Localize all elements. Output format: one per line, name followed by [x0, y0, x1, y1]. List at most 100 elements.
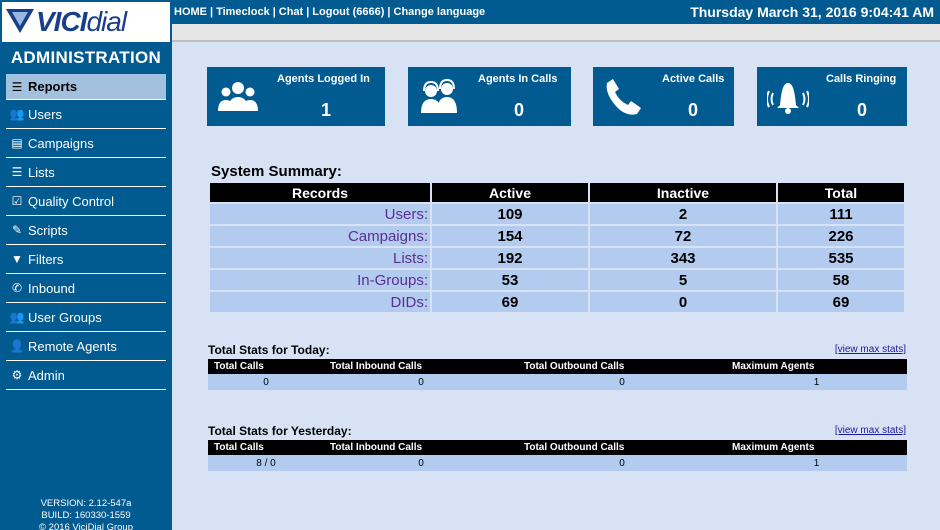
- table-row: Users: 109 2 111: [210, 204, 904, 226]
- sidebar-item-label: Inbound: [28, 280, 75, 296]
- nav-logout-link[interactable]: Logout (6666): [312, 6, 385, 18]
- column-header: Total Calls: [208, 359, 324, 374]
- quality-control-icon: ☑: [11, 194, 23, 208]
- summary-link-lists[interactable]: Lists:: [210, 248, 430, 270]
- nav-timeclock-link[interactable]: Timeclock: [216, 6, 270, 18]
- column-header: Total: [778, 183, 904, 204]
- card-active-calls[interactable]: Active Calls 0: [593, 67, 734, 126]
- inbound-icon: ✆: [11, 281, 23, 295]
- card-label: Calls Ringing: [826, 73, 897, 85]
- table-header-row: Total Calls Total Inbound Calls Total Ou…: [208, 359, 907, 374]
- table-row: 8 / 0 0 0 1: [208, 455, 907, 471]
- sidebar-item-label: Scripts: [28, 222, 68, 238]
- card-value: 1: [321, 100, 332, 120]
- sidebar-item-admin[interactable]: ⚙ Admin: [6, 361, 166, 390]
- nav-change-language-link[interactable]: Change language: [393, 6, 486, 18]
- logo-v-mark-icon: [6, 9, 34, 35]
- cell-value: 8 / 0: [208, 455, 324, 471]
- sidebar-item-scripts[interactable]: ✎ Scripts: [6, 216, 166, 245]
- table-row: DIDs: 69 0 69: [210, 292, 904, 314]
- sidebar-item-user-groups[interactable]: 👥 User Groups: [6, 303, 166, 332]
- cell-value: 5: [590, 270, 776, 292]
- yesterday-stats-table: Total Calls Total Inbound Calls Total Ou…: [208, 440, 907, 471]
- cell-value: 1: [726, 455, 907, 471]
- card-label: Agents In Calls: [478, 73, 558, 85]
- summary-link-dids[interactable]: DIDs:: [210, 292, 430, 314]
- cell-value: 0: [518, 455, 726, 471]
- cell-value: 53: [432, 270, 588, 292]
- card-label: Active Calls: [662, 73, 725, 85]
- column-header: Records: [210, 183, 430, 204]
- top-nav-bar: HOME | Timeclock | Chat | Logout (6666) | Ch…: [172, 0, 940, 24]
- today-view-max-stats-link[interactable]: [view max stats]: [834, 344, 906, 355]
- cell-value: 0: [590, 292, 776, 314]
- lists-icon: ☰: [11, 165, 23, 179]
- sidebar-item-filters[interactable]: ▼ Filters: [6, 245, 166, 274]
- system-summary-table: Records Active Inactive Total Users: 109…: [208, 183, 906, 314]
- column-header: Inactive: [590, 183, 776, 204]
- summary-link-in-groups[interactable]: In-Groups:: [210, 270, 430, 292]
- sidebar-menu: ☰ Reports 👥 Users ▤ Campaigns ☰ Lists ☑ …: [0, 74, 172, 390]
- column-header: Total Inbound Calls: [324, 440, 518, 455]
- today-stats-table: Total Calls Total Inbound Calls Total Ou…: [208, 359, 907, 390]
- card-agents-in-calls[interactable]: Agents In Calls 0: [408, 67, 571, 126]
- remote-agents-icon: 👤: [9, 339, 25, 353]
- sidebar-item-campaigns[interactable]: ▤ Campaigns: [6, 129, 166, 158]
- agents-in-calls-icon: [421, 78, 457, 113]
- table-row: Lists: 192 343 535: [210, 248, 904, 270]
- sidebar-item-users[interactable]: 👥 Users: [6, 100, 166, 129]
- version-info: VERSION: 2.12-547a BUILD: 160330-1559 © …: [0, 498, 172, 530]
- sidebar-item-quality-control[interactable]: ☑ Quality Control: [6, 187, 166, 216]
- cell-value: 69: [432, 292, 588, 314]
- yesterday-view-max-stats-link[interactable]: [view max stats]: [834, 425, 906, 436]
- card-value: 0: [514, 100, 525, 120]
- cell-value: 0: [208, 374, 324, 390]
- summary-link-campaigns[interactable]: Campaigns:: [210, 226, 430, 248]
- column-header: Active: [432, 183, 588, 204]
- cell-value: 109: [432, 204, 588, 226]
- cell-value: 111: [778, 204, 904, 226]
- admin-gear-icon: ⚙: [11, 368, 23, 382]
- nav-home-link[interactable]: HOME: [174, 6, 207, 18]
- column-header: Maximum Agents: [726, 440, 907, 455]
- table-header-row: Total Calls Total Inbound Calls Total Ou…: [208, 440, 907, 455]
- ringing-bell-icon: [767, 83, 809, 114]
- sidebar-item-remote-agents[interactable]: 👤 Remote Agents: [6, 332, 166, 361]
- column-header: Total Inbound Calls: [324, 359, 518, 374]
- sidebar-item-label: Reports: [28, 79, 78, 94]
- nav-chat-link[interactable]: Chat: [278, 6, 304, 18]
- cell-value: 2: [590, 204, 776, 226]
- cell-value: 535: [778, 248, 904, 270]
- cell-value: 0: [518, 374, 726, 390]
- build-text: BUILD: 160330-1559: [41, 510, 131, 521]
- cell-value: 0: [324, 455, 518, 471]
- copyright-text: © 2016 ViciDial Group: [39, 522, 133, 530]
- sidebar-item-reports[interactable]: ☰ Reports: [6, 74, 166, 100]
- sidebar: VICIdial ADMINISTRATION ☰ Reports 👥 User…: [0, 0, 172, 530]
- sidebar-item-label: Lists: [28, 164, 55, 180]
- datetime-clock: Thursday March 31, 2016 9:04:41 AM: [690, 4, 934, 20]
- user-groups-icon: 👥: [9, 310, 25, 324]
- card-calls-ringing[interactable]: Calls Ringing 0: [757, 67, 907, 126]
- cell-value: 226: [778, 226, 904, 248]
- table-header-row: Records Active Inactive Total: [210, 183, 904, 204]
- filters-icon: ▼: [11, 252, 23, 266]
- sidebar-item-label: Users: [28, 106, 62, 122]
- version-text: VERSION: 2.12-547a: [40, 498, 132, 509]
- agents-logged-in-icon: [218, 82, 258, 111]
- sidebar-item-lists[interactable]: ☰ Lists: [6, 158, 166, 187]
- vicidial-logo[interactable]: VICIdial: [2, 2, 170, 42]
- column-header: Maximum Agents: [726, 359, 907, 374]
- cell-value: 69: [778, 292, 904, 314]
- today-stats-title: Total Stats for Today:: [208, 343, 330, 357]
- cell-value: 0: [324, 374, 518, 390]
- table-row: In-Groups: 53 5 58: [210, 270, 904, 292]
- card-agents-logged-in[interactable]: Agents Logged In 1: [207, 67, 385, 126]
- summary-link-users[interactable]: Users:: [210, 204, 430, 226]
- table-row: 0 0 0 1: [208, 374, 907, 390]
- sidebar-item-inbound[interactable]: ✆ Inbound: [6, 274, 166, 303]
- card-value: 0: [688, 100, 699, 120]
- column-header: Total Calls: [208, 440, 324, 455]
- yesterday-stats-title: Total Stats for Yesterday:: [208, 424, 352, 438]
- column-header: Total Outbound Calls: [518, 359, 726, 374]
